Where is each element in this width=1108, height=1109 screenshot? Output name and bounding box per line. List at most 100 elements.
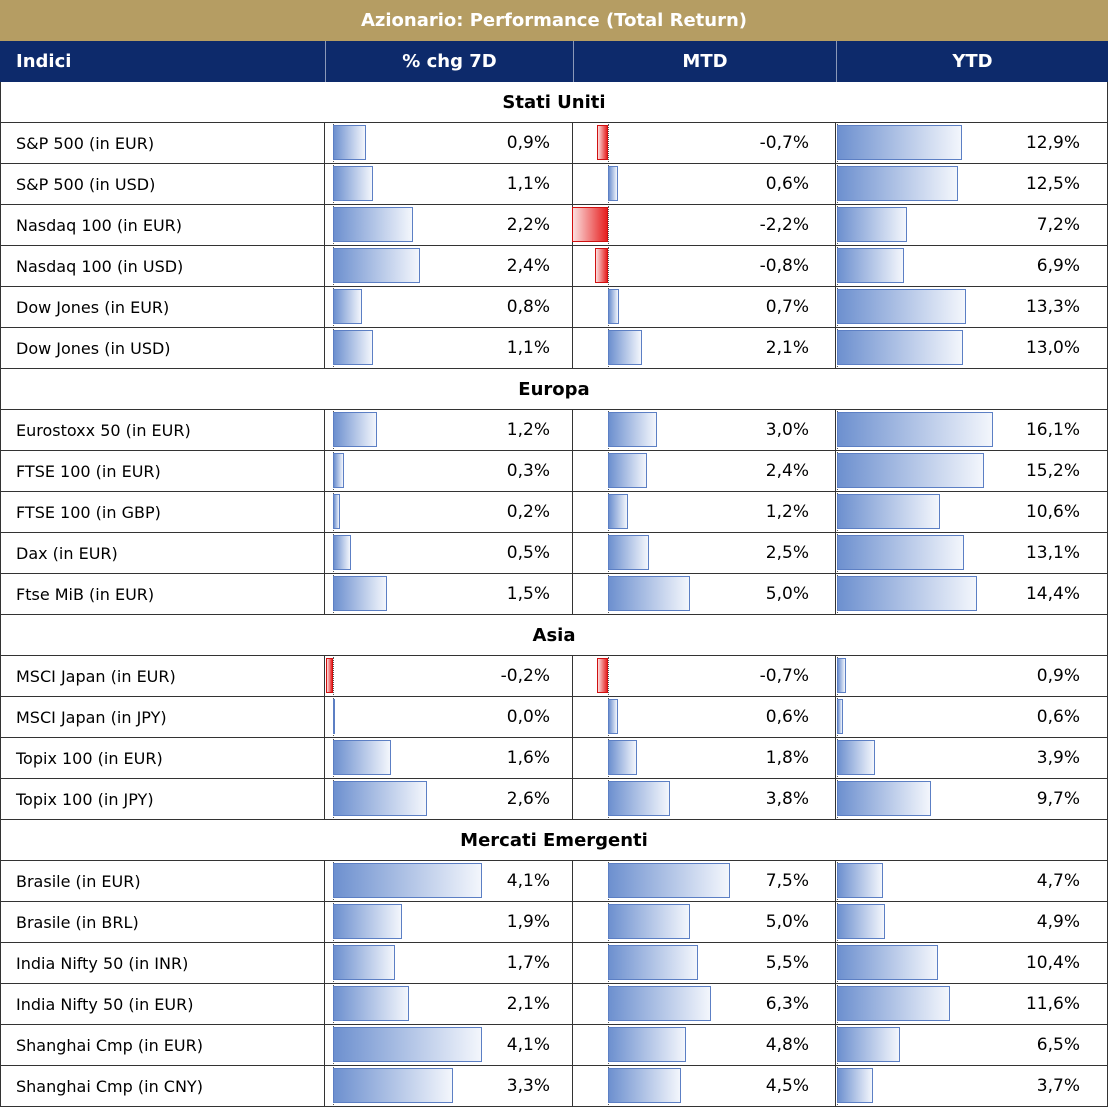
chg7d-value: 2,2% xyxy=(506,215,550,235)
chg7d-data-bar xyxy=(333,740,392,775)
mtd-cell: 7,5% xyxy=(573,861,836,901)
mtd-data-bar xyxy=(608,330,643,365)
mtd-value: 5,0% xyxy=(765,912,809,932)
mtd-cell: 1,8% xyxy=(573,738,836,778)
mtd-cell: -0,8% xyxy=(573,246,836,286)
mtd-value: 5,5% xyxy=(765,953,809,973)
table-row: Nasdaq 100 (in EUR) 2,2% -2,2% 7,2% xyxy=(0,205,1108,246)
section-header: Mercati Emergenti xyxy=(0,820,1108,861)
table-row: India Nifty 50 (in EUR) 2,1% 6,3% 11,6% xyxy=(0,984,1108,1025)
ytd-value: 3,9% xyxy=(1036,748,1080,768)
table-body: Stati Uniti S&P 500 (in EUR) 0,9% -0,7% 12,9… xyxy=(0,82,1108,1107)
ytd-cell: 9,7% xyxy=(836,779,1108,819)
index-name: Eurostoxx 50 (in EUR) xyxy=(0,410,325,450)
mtd-value: 0,6% xyxy=(765,174,809,194)
ytd-data-bar xyxy=(837,658,846,693)
chg7d-cell: 0,2% xyxy=(325,492,573,532)
section-header: Stati Uniti xyxy=(0,82,1108,123)
index-name: Nasdaq 100 (in EUR) xyxy=(0,205,325,245)
table-row: Eurostoxx 50 (in EUR) 1,2% 3,0% 16,1% xyxy=(0,410,1108,451)
ytd-cell: 13,0% xyxy=(836,328,1108,368)
chg7d-value: 1,1% xyxy=(506,338,550,358)
ytd-cell: 14,4% xyxy=(836,574,1108,614)
mtd-value: -2,2% xyxy=(759,215,809,235)
ytd-value: 13,0% xyxy=(1025,338,1080,358)
index-name: Topix 100 (in EUR) xyxy=(0,738,325,778)
index-name: FTSE 100 (in EUR) xyxy=(0,451,325,491)
chg7d-value: 4,1% xyxy=(506,871,550,891)
chg7d-data-bar xyxy=(333,986,410,1021)
table-row: Brasile (in EUR) 4,1% 7,5% 4,7% xyxy=(0,861,1108,902)
chg7d-cell: 1,2% xyxy=(325,410,573,450)
ytd-value: 0,9% xyxy=(1036,666,1080,686)
mtd-data-bar xyxy=(608,412,657,447)
chg7d-cell: 1,7% xyxy=(325,943,573,983)
mtd-data-bar xyxy=(596,125,608,160)
ytd-value: 12,9% xyxy=(1025,133,1080,153)
ytd-data-bar xyxy=(837,945,938,980)
ytd-cell: 0,9% xyxy=(836,656,1108,696)
chg7d-data-bar xyxy=(333,781,428,816)
ytd-cell: 15,2% xyxy=(836,451,1108,491)
ytd-value: 14,4% xyxy=(1025,584,1080,604)
mtd-value: 4,5% xyxy=(765,1076,809,1096)
mtd-data-bar xyxy=(608,453,648,488)
chg7d-value: 0,3% xyxy=(506,461,550,481)
mtd-data-bar xyxy=(608,1068,682,1103)
chg7d-cell: 3,3% xyxy=(325,1066,573,1106)
ytd-value: 4,9% xyxy=(1036,912,1080,932)
chg7d-axis-line xyxy=(333,657,334,695)
mtd-data-bar xyxy=(608,699,618,734)
chg7d-data-bar xyxy=(333,330,373,365)
ytd-cell: 3,9% xyxy=(836,738,1108,778)
chg7d-data-bar xyxy=(333,1027,482,1062)
table-row: Dow Jones (in EUR) 0,8% 0,7% 13,3% xyxy=(0,287,1108,328)
ytd-cell: 6,5% xyxy=(836,1025,1108,1065)
table-row: FTSE 100 (in GBP) 0,2% 1,2% 10,6% xyxy=(0,492,1108,533)
mtd-value: 1,2% xyxy=(765,502,809,522)
chg7d-value: -0,2% xyxy=(500,666,550,686)
ytd-cell: 13,1% xyxy=(836,533,1108,573)
mtd-value: 5,0% xyxy=(765,584,809,604)
chg7d-value: 2,1% xyxy=(506,994,550,1014)
ytd-value: 0,6% xyxy=(1036,707,1080,727)
table-row: Shanghai Cmp (in CNY) 3,3% 4,5% 3,7% xyxy=(0,1066,1108,1107)
ytd-value: 7,2% xyxy=(1036,215,1080,235)
ytd-cell: 0,6% xyxy=(836,697,1108,737)
ytd-cell: 6,9% xyxy=(836,246,1108,286)
mtd-axis-line xyxy=(608,657,609,695)
table-row: Topix 100 (in EUR) 1,6% 1,8% 3,9% xyxy=(0,738,1108,779)
mtd-data-bar xyxy=(608,289,620,324)
mtd-value: 0,7% xyxy=(765,297,809,317)
mtd-data-bar xyxy=(608,986,711,1021)
chg7d-cell: -0,2% xyxy=(325,656,573,696)
mtd-cell: 0,6% xyxy=(573,164,836,204)
section-header: Europa xyxy=(0,369,1108,410)
chg7d-cell: 4,1% xyxy=(325,861,573,901)
ytd-cell: 10,4% xyxy=(836,943,1108,983)
chg7d-data-bar xyxy=(333,412,377,447)
chg7d-value: 1,7% xyxy=(506,953,550,973)
ytd-data-bar xyxy=(837,986,950,1021)
chg7d-cell: 1,1% xyxy=(325,328,573,368)
mtd-value: 2,5% xyxy=(765,543,809,563)
mtd-value: 2,4% xyxy=(765,461,809,481)
ytd-data-bar xyxy=(837,740,875,775)
ytd-data-bar xyxy=(837,412,994,447)
table-row: MSCI Japan (in EUR) -0,2% -0,7% 0,9% xyxy=(0,656,1108,697)
mtd-data-bar xyxy=(608,945,698,980)
header-ytd: YTD xyxy=(836,41,1108,82)
table-row: Ftse MiB (in EUR) 1,5% 5,0% 14,4% xyxy=(0,574,1108,615)
mtd-axis-line xyxy=(608,206,609,244)
index-name: Topix 100 (in JPY) xyxy=(0,779,325,819)
chg7d-cell: 0,9% xyxy=(325,123,573,163)
chg7d-value: 0,8% xyxy=(506,297,550,317)
mtd-axis-line xyxy=(608,124,609,162)
mtd-value: 2,1% xyxy=(765,338,809,358)
chg7d-data-bar xyxy=(333,453,344,488)
mtd-value: 3,0% xyxy=(765,420,809,440)
mtd-cell: 5,0% xyxy=(573,574,836,614)
table-row: FTSE 100 (in EUR) 0,3% 2,4% 15,2% xyxy=(0,451,1108,492)
mtd-cell: 0,6% xyxy=(573,697,836,737)
